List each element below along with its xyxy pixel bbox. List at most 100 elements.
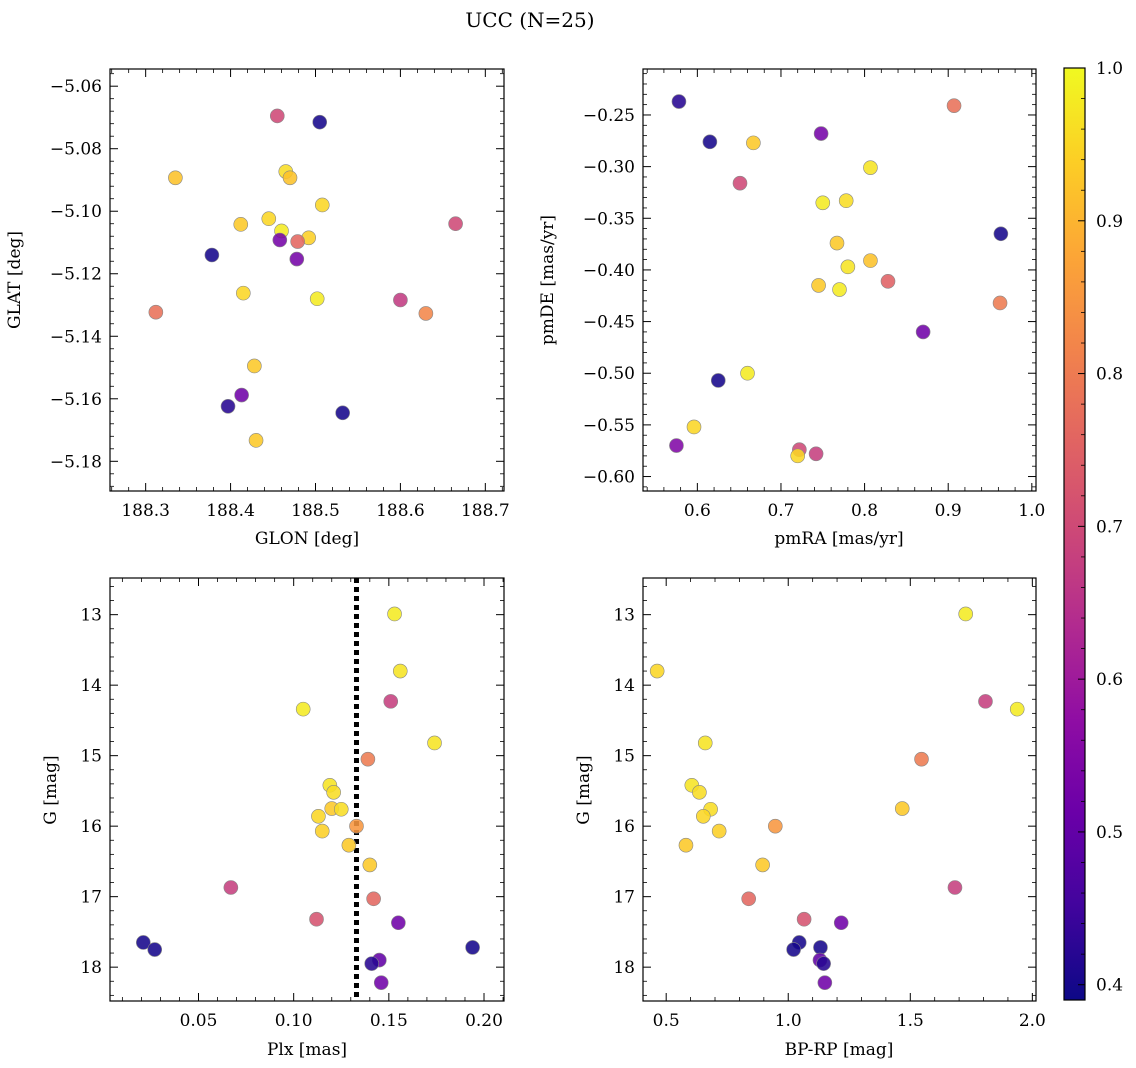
- x-tick-label: 0.20: [465, 1011, 503, 1031]
- x-axis-label: BP-RP [mag]: [785, 1040, 894, 1060]
- scatter-point: [341, 837, 357, 853]
- y-tick-label: 16: [613, 817, 635, 837]
- y-tick-label: −5.12: [50, 265, 102, 285]
- x-tick-label: 188.6: [376, 501, 425, 521]
- scatter-point: [838, 193, 854, 209]
- scatter-point: [947, 880, 963, 895]
- x-tick-label: 188.4: [206, 501, 255, 521]
- scatter-point: [686, 419, 702, 435]
- x-tick-label: 188.3: [121, 501, 170, 521]
- scatter-point: [808, 446, 824, 462]
- scatter-point: [755, 857, 770, 873]
- x-tick-label: 0.10: [275, 1011, 313, 1031]
- scatter-point: [811, 278, 826, 293]
- scatter-point: [946, 98, 962, 113]
- y-tick-label: 16: [80, 817, 102, 837]
- y-tick-label: 13: [80, 606, 102, 626]
- scatter-point: [269, 108, 285, 124]
- x-tick-label: 1.5: [897, 1011, 924, 1031]
- scatter-point: [290, 234, 305, 249]
- x-tick-label: 0.5: [653, 1011, 680, 1031]
- scatter-point: [746, 135, 761, 151]
- colorbar: 0.4 0.5 0.6 0.7 0.8 0.9 1.0: [1063, 59, 1123, 1001]
- scatter-point: [894, 801, 910, 816]
- scatter-point: [813, 126, 829, 141]
- scatter-point: [233, 217, 249, 232]
- scatter-point: [958, 606, 973, 622]
- y-tick-label: −0.35: [583, 209, 635, 229]
- scatter-point: [710, 373, 726, 388]
- scatter-point: [314, 197, 330, 213]
- y-tick-label: −0.50: [583, 364, 635, 384]
- y-tick-label: −0.55: [583, 416, 635, 436]
- scatter-point: [247, 358, 262, 374]
- scatter-point: [289, 251, 305, 267]
- colorbar-bar: [1063, 67, 1086, 1001]
- scatter-point: [309, 291, 325, 307]
- scatter-point: [816, 956, 831, 971]
- y-tick-label: −5.08: [50, 140, 102, 160]
- axes-frame: [642, 68, 1037, 492]
- colorbar-tick-label: 0.5: [1096, 823, 1123, 843]
- colorbar-tick-label: 0.9: [1096, 212, 1123, 232]
- scatter-point: [136, 935, 151, 950]
- scatter-point: [678, 837, 694, 853]
- panel-2: 0.6 0.7 0.8 0.9 1.0 −0.25 −0.30 −0.35 −0.40 −0.45…: [538, 68, 1045, 549]
- scatter-point: [915, 324, 931, 340]
- y-tick-label: −5.18: [50, 452, 102, 472]
- scatter-point: [741, 891, 756, 907]
- scatter-point: [697, 735, 713, 751]
- y-tick-label: −0.30: [583, 158, 635, 178]
- scatter-point: [248, 433, 264, 448]
- x-axis-label: GLON [deg]: [255, 529, 359, 549]
- scatter-point: [387, 606, 402, 622]
- y-axis-label: pmDE [mas/yr]: [538, 215, 558, 345]
- panel-1: 188.3 188.4 188.5 188.6 188.7 −5.06 −5.08 −5.10…: [5, 68, 510, 549]
- axes-frame: [109, 577, 505, 1002]
- axes-frame: [109, 68, 505, 492]
- colorbar-tick-label: 0.6: [1096, 670, 1123, 690]
- scatter-point: [261, 211, 277, 227]
- x-tick-label: 1.0: [775, 1011, 802, 1031]
- scatter-point: [833, 915, 849, 931]
- panel-4: 0.5 1.0 1.5 2.0 13 14 15 16 17 18 BP-RP [mag] G [ma…: [574, 577, 1046, 1060]
- y-tick-label: 15: [613, 747, 635, 767]
- colorbar-tick-label: 0.4: [1096, 976, 1123, 996]
- scatter-point: [220, 398, 236, 414]
- panel-3: 0.05 0.10 0.15 0.20 13 14 15 16 17 18 Plx [mas] G […: [41, 577, 505, 1060]
- scatter-point: [832, 282, 847, 297]
- scatter-point: [326, 785, 341, 800]
- scatter-point: [978, 694, 993, 709]
- y-tick-label: −0.40: [583, 261, 635, 281]
- scatter-point: [427, 735, 442, 751]
- y-tick-label: 18: [80, 958, 102, 978]
- scatter-point: [786, 942, 801, 957]
- y-tick-label: −5.14: [50, 327, 102, 347]
- y-tick-label: 13: [613, 606, 635, 626]
- scatter-point: [768, 818, 783, 834]
- x-tick-label: 188.7: [461, 501, 510, 521]
- scatter-point: [671, 94, 687, 109]
- scatter-point: [335, 405, 350, 421]
- scatter-point: [391, 915, 406, 931]
- y-tick-label: −0.25: [583, 106, 635, 126]
- x-axis-label: Plx [mas]: [267, 1040, 347, 1060]
- y-tick-label: −5.06: [50, 77, 102, 97]
- y-tick-label: 18: [613, 958, 635, 978]
- scatter-point: [373, 975, 389, 990]
- x-tick-label: 1.0: [1018, 501, 1045, 521]
- scatter-point: [702, 134, 718, 150]
- y-tick-label: −0.45: [583, 313, 635, 333]
- scatter-point: [711, 823, 727, 839]
- x-tick-label: 0.7: [767, 501, 794, 521]
- scatter-point: [366, 891, 381, 907]
- scatter-point: [168, 170, 183, 186]
- scatter-point: [309, 911, 324, 927]
- y-tick-label: 17: [80, 888, 102, 908]
- y-tick-label: −5.16: [50, 390, 102, 410]
- x-tick-label: 0.05: [180, 1011, 218, 1031]
- y-tick-label: 14: [613, 676, 635, 696]
- scatter-point: [815, 195, 831, 211]
- x-tick-label: 2.0: [1019, 1011, 1046, 1031]
- scatter-point: [863, 160, 878, 175]
